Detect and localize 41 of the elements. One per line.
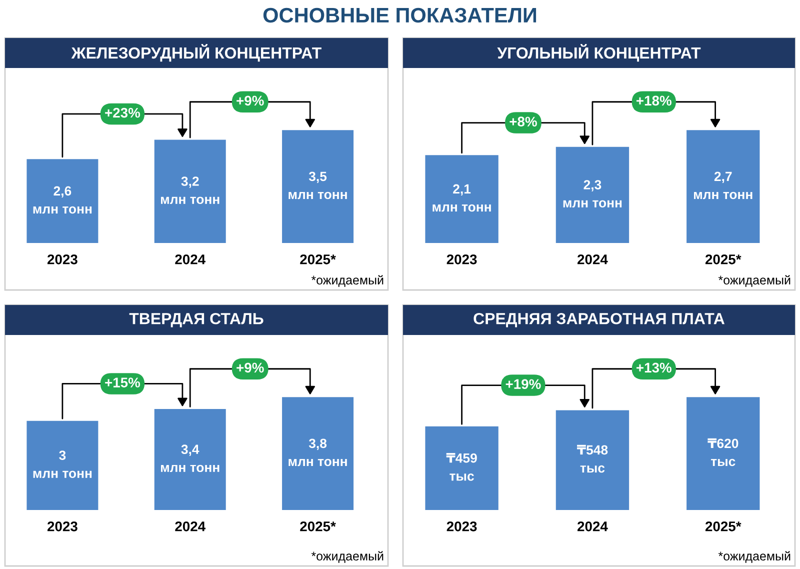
x-tick-label: 2023 [47,254,78,264]
x-tick-label: 2024 [175,254,206,264]
data-label: 3,2 млн тонн [161,176,220,204]
data-label: 2,1 млн тонн [432,184,491,212]
data-label: ₸459 тыс [446,452,477,481]
x-tick-label: 2024 [175,521,206,532]
text: +9% [236,362,264,373]
data-label: ₸620 тыс [708,438,738,466]
chart-title: ТВЕРДАЯ СТАЛЬ [129,312,264,328]
chart-title: УГОЛЬНЫЙ КОНЦЕНТРАТ [497,44,701,62]
text: +9% [236,96,264,106]
data-label: ₸548 тыс [577,444,608,473]
data-label: 3,8 млн тонн [288,438,347,466]
text: *ожидаемый [311,551,384,563]
data-label: 2,6 млн тонн [33,186,92,214]
x-tick-label: 2024 [578,254,608,264]
text: +15% [105,378,140,388]
data-label: 2,7 млн тонн [694,172,752,200]
x-tick-label: 2023 [446,254,477,264]
text: +13% [636,362,672,373]
text: *ожидаемый [718,551,790,563]
chart-title: ЖЕЛЕЗОРУДНЫЙ КОНЦЕНТРАТ [71,44,322,62]
x-tick-label: 2025* [300,254,336,264]
x-tick-label: 2023 [446,521,477,532]
text: +18% [636,96,672,106]
text: *ожидаемый [311,275,384,287]
data-label: 3,5 млн тонн [288,172,347,200]
chart-title: СРЕДНЯЯ ЗАРАБОТНАЯ ПЛАТА [474,312,724,328]
text: +19% [506,379,541,389]
text: +8% [510,116,537,127]
x-tick-label: 2025* [300,521,336,532]
x-tick-label: 2025* [705,521,742,532]
text: +23% [105,108,140,118]
text: *ожидаемый [718,275,790,287]
data-label: 2,3 млн тонн [563,180,622,208]
text: ОСНОВНЫЕ ПОКАЗАТЕЛИ [263,8,536,23]
data-label: 3 млн тонн [33,450,92,478]
x-tick-label: 2023 [47,521,78,532]
x-tick-label: 2024 [578,521,608,532]
x-tick-label: 2025* [705,254,742,264]
data-label: 3,4 млн тонн [161,444,220,472]
